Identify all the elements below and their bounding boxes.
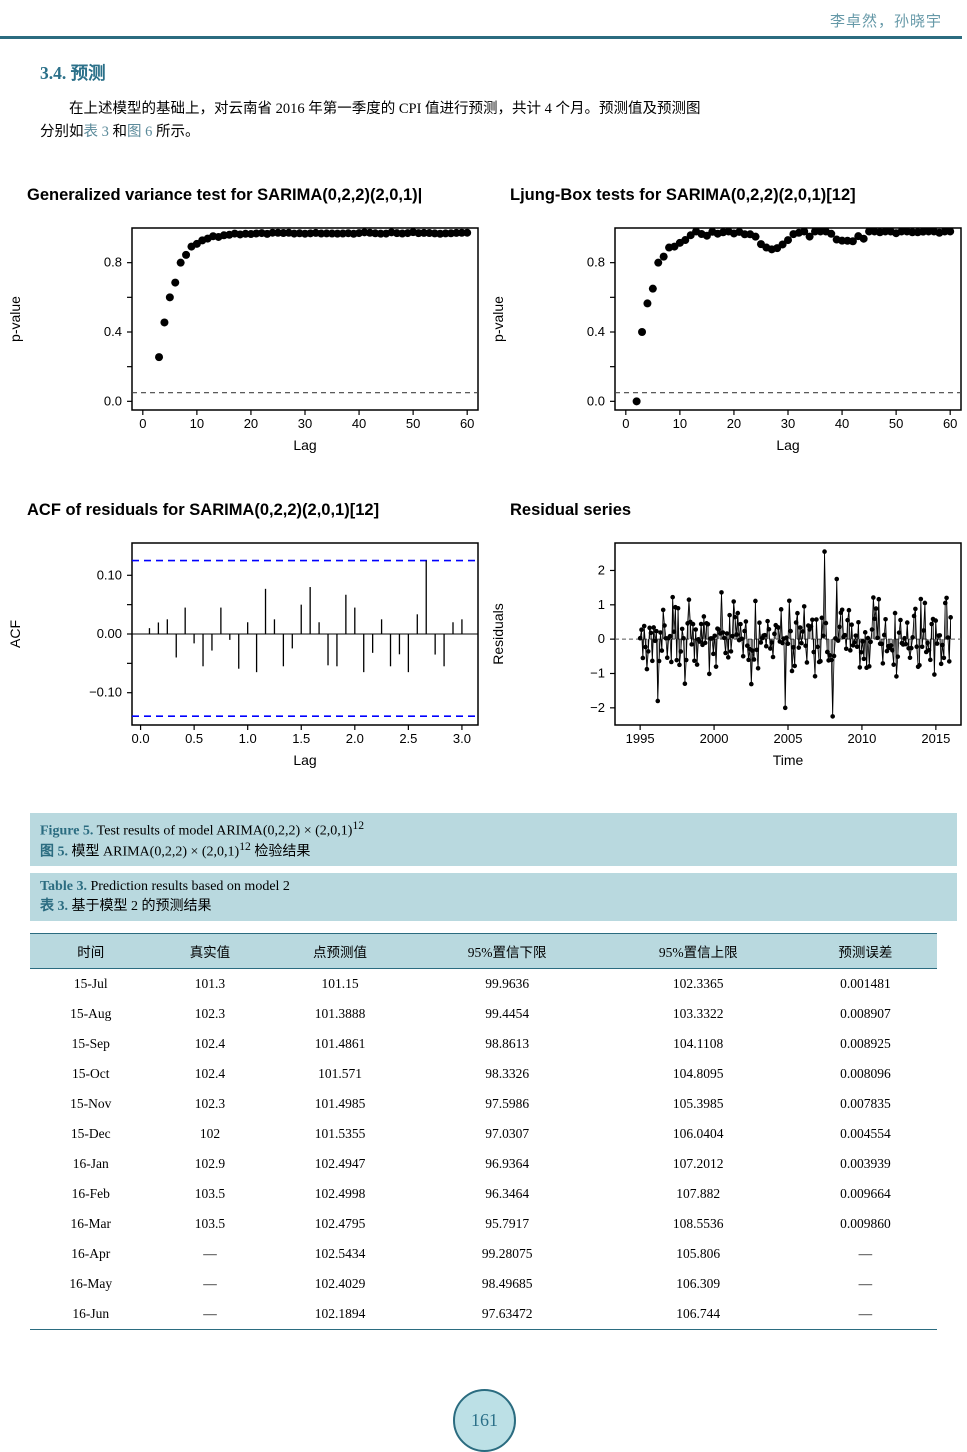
svg-text:3.0: 3.0 (453, 731, 471, 746)
svg-text:Residual series: Residual series (510, 501, 631, 519)
svg-text:2000: 2000 (700, 731, 729, 746)
svg-text:20: 20 (244, 416, 258, 431)
svg-text:1.5: 1.5 (292, 731, 310, 746)
svg-text:Generalized variance test for: Generalized variance test for SARIMA(0,2… (27, 186, 422, 204)
svg-text:ACF: ACF (7, 620, 23, 648)
svg-text:ACF of residuals for SARIMA(0,: ACF of residuals for SARIMA(0,2,2)(2,0,1… (27, 501, 379, 519)
svg-text:Time: Time (773, 752, 804, 768)
svg-text:0.8: 0.8 (587, 255, 605, 270)
svg-text:2.5: 2.5 (399, 731, 417, 746)
svg-text:Lag: Lag (293, 752, 316, 768)
svg-text:50: 50 (889, 416, 903, 431)
svg-text:2015: 2015 (921, 731, 950, 746)
svg-text:Lag: Lag (776, 437, 799, 453)
svg-text:1.0: 1.0 (239, 731, 257, 746)
svg-text:20: 20 (727, 416, 741, 431)
svg-text:0.5: 0.5 (185, 731, 203, 746)
svg-text:Residuals: Residuals (490, 603, 506, 664)
svg-text:2: 2 (598, 562, 605, 577)
svg-text:0: 0 (139, 416, 146, 431)
svg-text:2005: 2005 (774, 731, 803, 746)
svg-text:0.0: 0.0 (104, 393, 122, 408)
svg-text:0.4: 0.4 (104, 324, 122, 339)
svg-text:60: 60 (460, 416, 474, 431)
svg-text:Ljung-Box tests for SARIMA(0,2: Ljung-Box tests for SARIMA(0,2,2)(2,0,1)… (510, 186, 856, 204)
svg-text:2.0: 2.0 (346, 731, 364, 746)
svg-text:0: 0 (598, 631, 605, 646)
svg-text:0.10: 0.10 (97, 567, 122, 582)
svg-text:1995: 1995 (626, 731, 655, 746)
svg-text:30: 30 (298, 416, 312, 431)
svg-text:0.00: 0.00 (97, 626, 122, 641)
svg-text:10: 10 (673, 416, 687, 431)
svg-text:50: 50 (406, 416, 420, 431)
svg-text:p-value: p-value (490, 296, 506, 342)
svg-text:10: 10 (190, 416, 204, 431)
svg-text:−2: −2 (590, 700, 605, 715)
svg-text:0.0: 0.0 (132, 731, 150, 746)
svg-text:0.4: 0.4 (587, 324, 605, 339)
svg-text:p-value: p-value (7, 296, 23, 342)
svg-text:0: 0 (622, 416, 629, 431)
svg-text:−0.10: −0.10 (89, 685, 122, 700)
svg-text:Lag: Lag (293, 437, 316, 453)
svg-text:0.0: 0.0 (587, 393, 605, 408)
svg-text:60: 60 (943, 416, 957, 431)
svg-text:40: 40 (352, 416, 366, 431)
svg-text:1: 1 (598, 597, 605, 612)
svg-text:0.8: 0.8 (104, 255, 122, 270)
svg-text:−1: −1 (590, 665, 605, 680)
svg-text:40: 40 (835, 416, 849, 431)
svg-text:30: 30 (781, 416, 795, 431)
svg-text:2010: 2010 (847, 731, 876, 746)
